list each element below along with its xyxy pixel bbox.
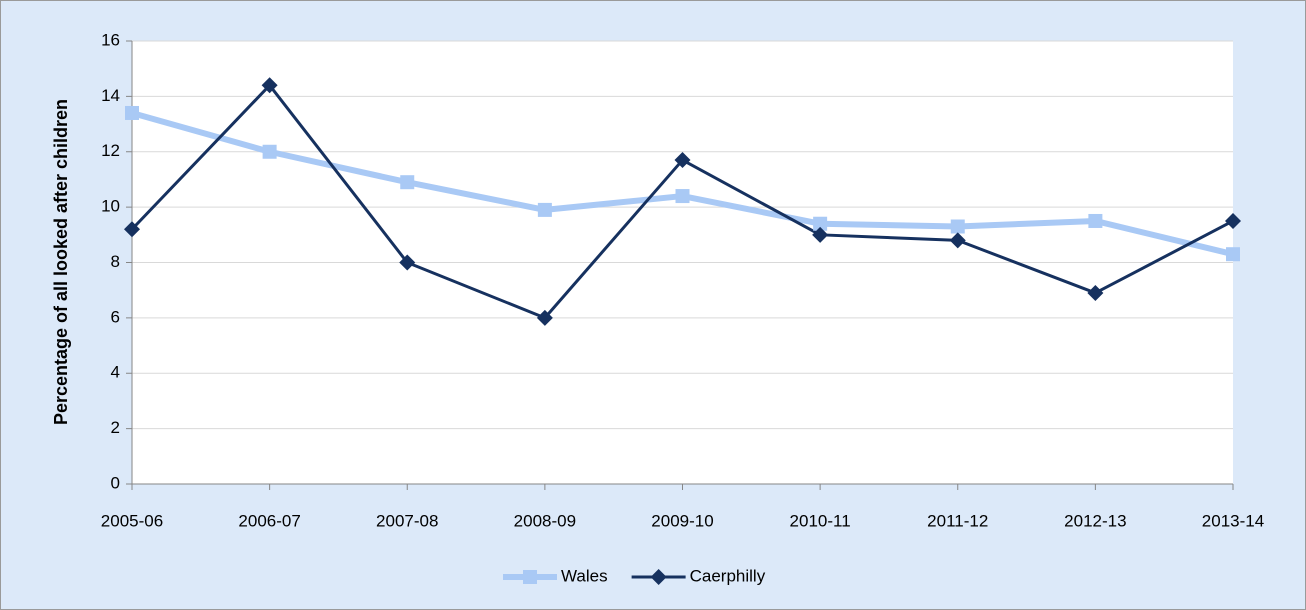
marker [261, 77, 278, 94]
y-tick-label: 2 [111, 418, 120, 437]
marker [536, 309, 553, 326]
marker [262, 144, 277, 159]
y-tick-label: 16 [101, 30, 120, 49]
x-tick-label: 2012-13 [1064, 511, 1126, 530]
y-tick-label: 0 [111, 473, 120, 492]
y-tick-label: 4 [111, 363, 120, 382]
x-tick-label: 2007-08 [376, 511, 438, 530]
y-tick-label: 10 [101, 197, 120, 216]
marker [949, 232, 966, 249]
marker [1087, 284, 1104, 301]
marker [537, 202, 552, 217]
legend-label: Wales [561, 566, 608, 585]
marker [1088, 213, 1103, 228]
marker [399, 254, 416, 271]
y-tick-label: 14 [101, 86, 120, 105]
x-tick-label: 2005-06 [101, 511, 163, 530]
x-tick-label: 2008-09 [514, 511, 576, 530]
marker [400, 175, 415, 190]
x-tick-label: 2013-14 [1202, 511, 1264, 530]
y-tick-label: 8 [111, 252, 120, 271]
x-tick-label: 2009-10 [651, 511, 713, 530]
marker [812, 226, 829, 243]
y-axis-label: Percentage of all looked after children [51, 99, 71, 425]
legend-label: Caerphilly [690, 566, 766, 585]
marker [1225, 212, 1241, 229]
legend-swatch [523, 570, 537, 584]
marker [674, 152, 691, 169]
marker [950, 219, 965, 234]
marker [813, 216, 828, 231]
marker [125, 105, 139, 120]
y-tick-label: 12 [101, 141, 120, 160]
y-tick-label: 6 [111, 307, 120, 326]
x-tick-label: 2011-12 [927, 511, 988, 530]
x-tick-label: 2006-07 [238, 511, 300, 530]
x-tick-label: 2010-11 [790, 511, 851, 530]
marker [1226, 247, 1240, 262]
legend-swatch [650, 569, 667, 585]
marker [675, 189, 690, 204]
marker [124, 221, 140, 238]
